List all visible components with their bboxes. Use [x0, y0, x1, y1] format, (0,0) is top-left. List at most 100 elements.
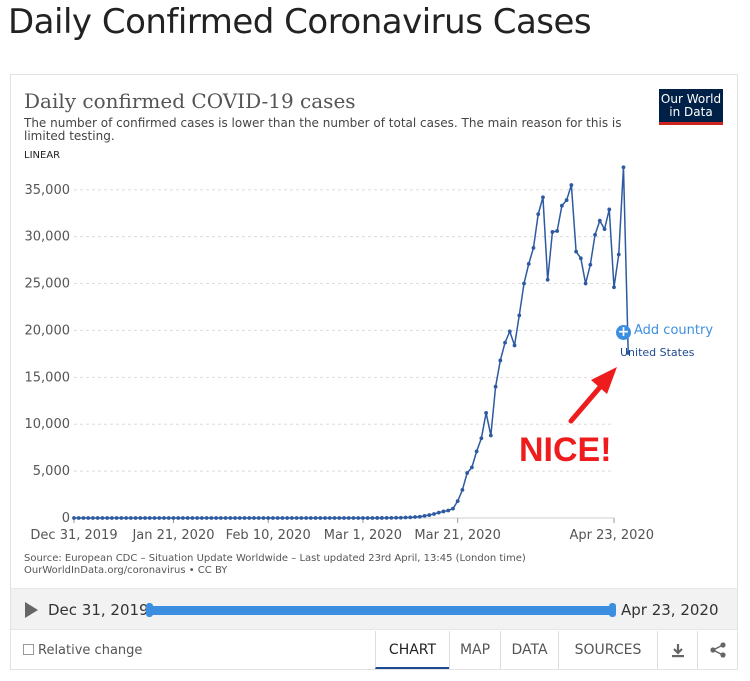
- data-point: [181, 516, 185, 520]
- data-point: [95, 516, 100, 520]
- data-point: [479, 436, 484, 441]
- series-label-united-states[interactable]: United States: [620, 346, 695, 359]
- data-point: [351, 516, 356, 520]
- y-tick-label: 20,000: [25, 323, 71, 338]
- download-icon: [672, 644, 684, 658]
- data-point: [252, 516, 256, 520]
- scale-toggle[interactable]: LINEAR: [24, 150, 61, 161]
- data-point: [266, 516, 271, 520]
- data-point: [488, 433, 493, 438]
- data-point: [299, 516, 304, 520]
- data-point: [294, 516, 299, 520]
- data-point: [578, 256, 583, 261]
- data-point: [436, 510, 441, 515]
- play-icon[interactable]: [25, 602, 38, 618]
- data-point: [109, 516, 114, 520]
- data-point: [228, 516, 233, 520]
- data-point: [119, 516, 124, 520]
- data-point: [237, 516, 242, 520]
- data-point: [602, 227, 607, 232]
- annotation-nice: NICE!: [519, 431, 612, 469]
- data-point: [389, 516, 394, 520]
- data-point: [569, 183, 574, 187]
- data-point: [550, 230, 555, 234]
- timeline-track[interactable]: [149, 606, 613, 615]
- data-point: [427, 513, 432, 517]
- page-title: Daily Confirmed Coronavirus Cases: [8, 2, 592, 42]
- y-tick-label: 5,000: [33, 464, 70, 479]
- data-point: [247, 516, 252, 520]
- data-point: [555, 229, 560, 233]
- data-point: [517, 313, 522, 318]
- data-point: [356, 516, 361, 520]
- data-point: [337, 516, 342, 520]
- tab-map[interactable]: MAP: [449, 631, 500, 669]
- data-point: [162, 516, 166, 520]
- chart-subtitle: The number of confirmed cases is lower t…: [24, 116, 622, 143]
- owid-logo[interactable]: Our World in Data: [659, 89, 723, 125]
- data-point: [166, 516, 171, 520]
- tab-chart[interactable]: CHART: [375, 631, 449, 669]
- line-chart: 0 5,000 10,000 15,000 20,000 25,000 30,000 35,0…: [25, 165, 655, 543]
- y-tick-label: 30,000: [25, 230, 71, 245]
- data-point: [185, 516, 190, 520]
- data-point: [616, 252, 621, 257]
- data-point: [86, 516, 91, 520]
- data-point: [76, 516, 81, 520]
- data-point: [342, 516, 346, 520]
- timeline-start-date: Dec 31, 2019: [48, 601, 149, 619]
- data-point: [398, 515, 403, 520]
- data-point: [593, 232, 597, 237]
- red-arrow: [568, 367, 617, 424]
- plus-circle-icon: +: [616, 324, 631, 340]
- relative-change-checkbox[interactable]: Relative change: [23, 643, 142, 658]
- data-point: [559, 203, 564, 208]
- data-point: [91, 516, 95, 520]
- data-point: [147, 516, 152, 520]
- data-point: [621, 165, 626, 170]
- timeline-start-handle[interactable]: [146, 603, 153, 617]
- source-line-1[interactable]: Source: European CDC – Situation Update …: [24, 553, 526, 564]
- data-point: [195, 516, 200, 520]
- data-point: [422, 513, 427, 518]
- add-country-button[interactable]: + Add country: [616, 323, 713, 340]
- red-arrow-head: [591, 367, 617, 394]
- data-point: [105, 516, 110, 520]
- data-point: [128, 516, 133, 520]
- data-point: [285, 516, 290, 520]
- data-point: [522, 281, 526, 286]
- data-point: [375, 516, 380, 520]
- data-point: [597, 218, 602, 223]
- timeline-end-date: Apr 23, 2020: [621, 601, 719, 619]
- chart-title: Daily confirmed COVID-19 cases: [24, 89, 356, 113]
- data-point: [81, 516, 86, 520]
- data-point: [209, 516, 214, 520]
- tab-data[interactable]: DATA: [500, 631, 558, 669]
- x-tick-label: Mar 1, 2020: [324, 528, 402, 543]
- data-point: [100, 516, 105, 520]
- logo-line-2: in Data: [669, 105, 713, 119]
- checkbox-box[interactable]: [23, 644, 34, 655]
- data-point: [607, 207, 612, 212]
- timeline-end-handle[interactable]: [609, 603, 616, 617]
- axis-layer: 0 5,000 10,000 15,000 20,000 25,000 30,000 35,0…: [25, 183, 655, 543]
- data-point: [308, 516, 313, 520]
- x-tick-label: Jan 21, 2020: [131, 528, 214, 543]
- data-point: [157, 516, 162, 520]
- chart-footer: Relative change CHART MAP DATA SOURCES: [11, 631, 737, 669]
- logo-line-1: Our World: [660, 92, 722, 106]
- source-line-2[interactable]: OurWorldInData.org/coronavirus • CC BY: [24, 565, 228, 576]
- data-point: [451, 506, 455, 511]
- y-tick-label: 25,000: [25, 277, 71, 292]
- share-button[interactable]: [697, 631, 737, 669]
- data-point: [531, 246, 536, 250]
- data-point: [432, 512, 436, 516]
- chart-frame: Daily confirmed COVID-19 cases The numbe…: [10, 74, 738, 670]
- data-point: [214, 516, 219, 520]
- x-tick-label: Dec 31, 2019: [30, 528, 117, 543]
- download-button[interactable]: [657, 631, 697, 669]
- tab-sources[interactable]: SOURCES: [558, 631, 657, 669]
- add-country-label: Add country: [634, 323, 714, 338]
- data-point: [261, 516, 266, 520]
- y-tick-label: 15,000: [25, 370, 71, 385]
